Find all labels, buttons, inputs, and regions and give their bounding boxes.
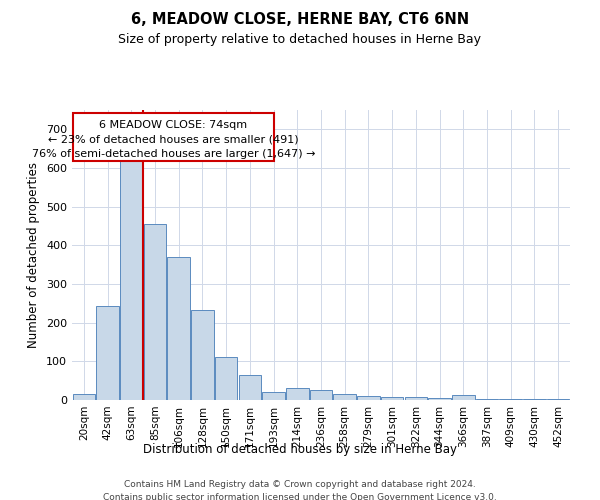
- FancyBboxPatch shape: [73, 112, 274, 161]
- Bar: [191, 310, 214, 400]
- Bar: [144, 224, 166, 400]
- Bar: [452, 396, 475, 400]
- Bar: [547, 399, 569, 400]
- Text: 76% of semi-detached houses are larger (1,647) →: 76% of semi-detached houses are larger (…: [32, 149, 315, 159]
- Bar: [215, 358, 238, 400]
- Text: ← 23% of detached houses are smaller (491): ← 23% of detached houses are smaller (49…: [48, 134, 299, 144]
- Y-axis label: Number of detached properties: Number of detached properties: [28, 162, 40, 348]
- Bar: [428, 398, 451, 400]
- Bar: [310, 390, 332, 400]
- Bar: [120, 148, 143, 400]
- Bar: [381, 397, 403, 400]
- Bar: [357, 396, 380, 400]
- Bar: [286, 388, 308, 400]
- Bar: [404, 398, 427, 400]
- Text: Contains HM Land Registry data © Crown copyright and database right 2024.: Contains HM Land Registry data © Crown c…: [124, 480, 476, 489]
- Text: Contains public sector information licensed under the Open Government Licence v3: Contains public sector information licen…: [103, 492, 497, 500]
- Bar: [499, 399, 522, 400]
- Text: 6, MEADOW CLOSE, HERNE BAY, CT6 6NN: 6, MEADOW CLOSE, HERNE BAY, CT6 6NN: [131, 12, 469, 28]
- Bar: [73, 394, 95, 400]
- Bar: [476, 399, 498, 400]
- Text: 6 MEADOW CLOSE: 74sqm: 6 MEADOW CLOSE: 74sqm: [100, 120, 247, 130]
- Bar: [334, 394, 356, 400]
- Text: Size of property relative to detached houses in Herne Bay: Size of property relative to detached ho…: [119, 32, 482, 46]
- Bar: [97, 306, 119, 400]
- Bar: [523, 399, 545, 400]
- Bar: [262, 392, 285, 400]
- Bar: [239, 375, 261, 400]
- Text: Distribution of detached houses by size in Herne Bay: Distribution of detached houses by size …: [143, 442, 457, 456]
- Bar: [167, 257, 190, 400]
